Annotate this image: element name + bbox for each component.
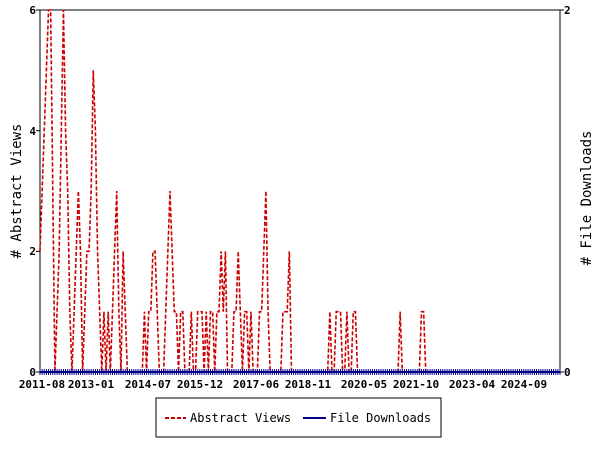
x-tick-label: 2014-07 (125, 378, 171, 391)
y-left-tick-label: 6 (29, 4, 36, 17)
x-tick-label: 2024-09 (501, 378, 547, 391)
x-tick-label: 2020-05 (341, 378, 387, 391)
x-tick-label: 2018-11 (285, 378, 332, 391)
x-tick-label: 2023-04 (449, 378, 496, 391)
y-right-tick-labels: 0 2 (564, 4, 571, 379)
legend-label-abstract-views: Abstract Views (190, 411, 291, 425)
x-tick-label: 2015-12 (177, 378, 223, 391)
tick-layer (36, 9, 564, 375)
x-tick-label: 2021-10 (393, 378, 439, 391)
y-left-axis-title: # Abstract Views (9, 124, 25, 259)
y-right-tick-label: 0 (564, 366, 571, 379)
y-right-axis-title: # File Downloads (579, 131, 595, 266)
legend-box (155, 397, 442, 438)
y-right-tick-label: 2 (564, 4, 571, 17)
legend-label-file-downloads: File Downloads (330, 411, 431, 425)
x-tick-label: 2011-08 (19, 378, 65, 391)
x-tick-label: 2013-01 (68, 378, 115, 391)
x-tick-label: 2017-06 (233, 378, 280, 391)
x-tick-labels: 2011-08 2013-01 2014-07 2015-12 2017-06 … (19, 378, 547, 391)
y-left-tick-label: 2 (29, 245, 36, 258)
y-left-tick-labels: 0 2 4 6 (29, 4, 36, 379)
y-left-tick-label: 4 (29, 125, 36, 138)
y-left-tick-label: 0 (29, 366, 36, 379)
legend: Abstract Views File Downloads (155, 397, 442, 438)
